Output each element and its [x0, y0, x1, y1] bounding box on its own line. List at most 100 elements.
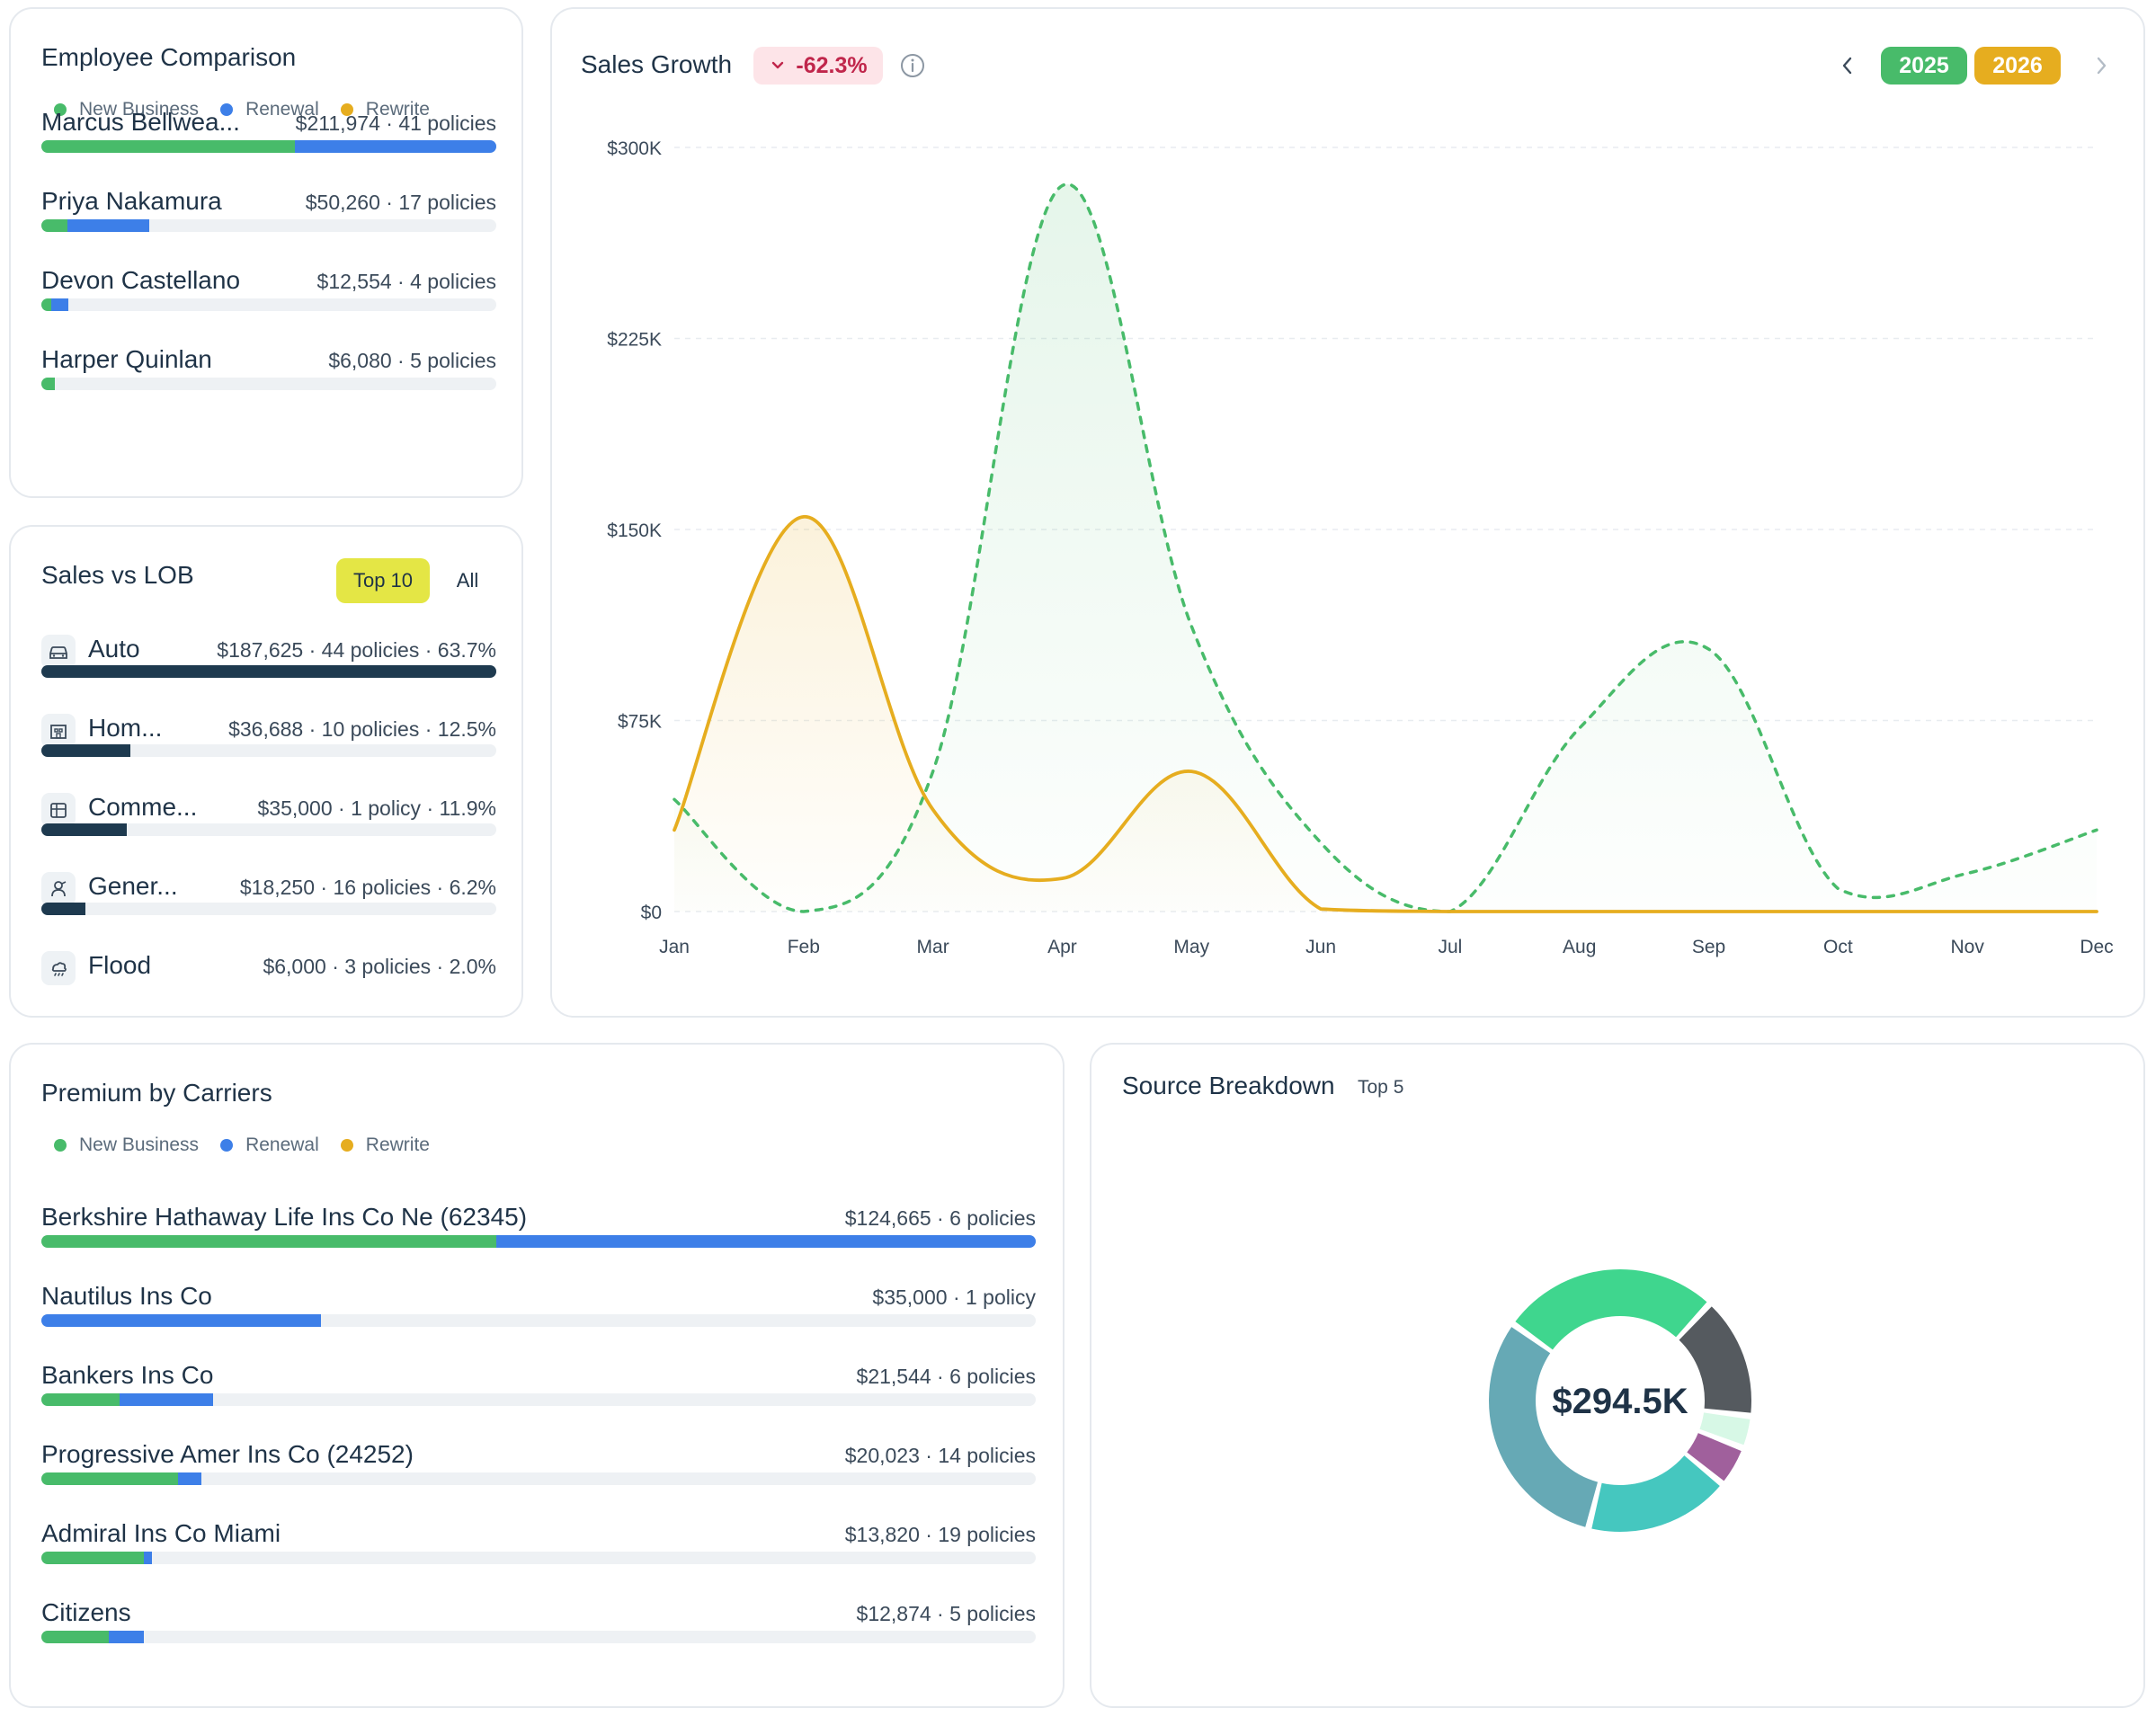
lob-name: Flood: [88, 951, 152, 979]
carrier-value: $21,544 · 6 policies: [856, 1365, 1036, 1388]
carrier-bar-renewal: [41, 1314, 321, 1327]
lob-row[interactable]: Comme... $35,000 · 1 policy · 11.9%: [41, 793, 496, 865]
carrier-row[interactable]: Berkshire Hathaway Life Ins Co Ne (62345…: [41, 1203, 1036, 1275]
carrier-bar-new-business: [41, 1472, 178, 1485]
car-icon: [41, 635, 76, 669]
legend-dot-icon: [54, 103, 67, 116]
employee-bar-track: [41, 140, 496, 153]
carrier-value: $12,874 · 5 policies: [856, 1602, 1036, 1625]
donut-segment[interactable]: [1687, 1433, 1742, 1481]
employee-bar-track: [41, 378, 496, 390]
carrier-name: Admiral Ins Co Miami: [41, 1519, 281, 1547]
carrier-bar-track: [41, 1314, 1036, 1327]
legend-dot-icon: [340, 1139, 353, 1152]
employee-row[interactable]: Devon Castellano $12,554 · 4 policies: [41, 266, 496, 338]
x-tick-label: Oct: [1823, 937, 1853, 957]
employee-bar-renewal: [67, 219, 149, 232]
employee-bar-new-business: [41, 378, 55, 390]
employee-comparison-card: Employee Comparison New Business Renewal…: [9, 7, 523, 498]
carrier-bar-renewal: [144, 1552, 152, 1564]
carrier-bar-new-business: [41, 1552, 145, 1564]
x-tick-label: Mar: [917, 937, 949, 957]
year-2025-button[interactable]: 2025: [1881, 47, 1967, 85]
lob-row[interactable]: Gener... $18,250 · 16 policies · 6.2%: [41, 872, 496, 944]
employee-value: $50,260 · 17 policies: [305, 191, 496, 214]
carrier-bar-renewal: [119, 1393, 214, 1406]
next-year-chevron-icon[interactable]: [2088, 52, 2115, 79]
series-2025-line: [673, 182, 2098, 913]
donut-segment[interactable]: [1699, 1412, 1751, 1446]
x-tick-label: Aug: [1563, 937, 1596, 957]
tab-all[interactable]: All: [456, 569, 479, 592]
carrier-name: Citizens: [41, 1598, 131, 1626]
employee-row[interactable]: Priya Nakamura $50,260 · 17 policies: [41, 187, 496, 259]
y-tick-label: $150K: [607, 520, 662, 541]
x-tick-label: Jan: [659, 937, 690, 957]
y-tick-label: $300K: [607, 138, 662, 159]
lob-bar-fill: [41, 665, 496, 678]
flood-icon: [41, 951, 76, 985]
carrier-bar-track: [41, 1552, 1036, 1564]
general-icon: [41, 872, 76, 906]
carrier-row[interactable]: Progressive Amer Ins Co (24252) $20,023 ·…: [41, 1440, 1036, 1512]
lob-name: Comme...: [88, 793, 198, 821]
lob-value: $6,000 · 3 policies · 2.0%: [263, 955, 496, 978]
carrier-name: Progressive Amer Ins Co (24252): [41, 1440, 414, 1468]
carrier-name: Bankers Ins Co: [41, 1361, 214, 1389]
sales-growth-title: Sales Growth: [581, 50, 733, 78]
employee-bar-track: [41, 219, 496, 232]
carrier-row[interactable]: Admiral Ins Co Miami $13,820 · 19 policie…: [41, 1519, 1036, 1591]
carrier-row[interactable]: Citizens $12,874 · 5 policies: [41, 1598, 1036, 1670]
carrier-value: $13,820 · 19 policies: [844, 1523, 1036, 1546]
donut-segment[interactable]: [1515, 1269, 1707, 1350]
x-tick-label: May: [1173, 937, 1209, 957]
tab-top-10[interactable]: Top 10: [336, 558, 430, 603]
carrier-bar-renewal: [177, 1472, 201, 1485]
carrier-name: Nautilus Ins Co: [41, 1282, 212, 1310]
prev-year-chevron-icon[interactable]: [1834, 52, 1861, 79]
lob-row[interactable]: Hom... $36,688 · 10 policies · 12.5%: [41, 714, 496, 786]
employee-bar-renewal: [50, 298, 68, 311]
growth-badge-value: -62.3%: [796, 52, 868, 78]
lob-row[interactable]: Flood $6,000 · 3 policies · 2.0%: [41, 951, 496, 1023]
source-donut-chart: $294.5K: [1489, 1269, 1751, 1532]
carriers-legend: New Business Renewal Rewrite: [54, 1134, 451, 1156]
home-icon: [41, 714, 76, 748]
employee-row[interactable]: Marcus Bellwea... $211,974 · 41 policies: [41, 108, 496, 180]
employee-value: $12,554 · 4 policies: [316, 270, 496, 293]
donut-segment[interactable]: [1489, 1327, 1599, 1527]
lob-bar-fill: [41, 903, 86, 915]
carrier-bar-renewal: [495, 1235, 1036, 1248]
source-breakdown-subtitle: Top 5: [1358, 1077, 1404, 1098]
series-2026-line: [673, 514, 2098, 913]
x-tick-label: Jun: [1305, 937, 1336, 957]
lob-value: $187,625 · 44 policies · 63.7%: [217, 638, 496, 662]
carrier-bar-track: [41, 1235, 1036, 1248]
donut-segment[interactable]: [1679, 1306, 1751, 1413]
x-tick-label: Nov: [1951, 937, 1985, 957]
legend-rewrite: Rewrite: [340, 99, 430, 120]
lob-value: $35,000 · 1 policy · 11.9%: [257, 796, 496, 820]
x-tick-label: Dec: [2080, 937, 2113, 957]
year-2026-button[interactable]: 2026: [1974, 47, 2061, 85]
employee-value: $6,080 · 5 policies: [328, 349, 496, 372]
growth-badge: -62.3%: [753, 47, 883, 85]
legend-dot-icon: [54, 1139, 67, 1152]
carrier-row[interactable]: Bankers Ins Co $21,544 · 6 policies: [41, 1361, 1036, 1433]
sales-growth-chart: $0 $75K $150K $225K $300K Jan Feb Mar Apr May Jun J…: [607, 138, 2113, 957]
source-breakdown-title: Source Breakdown: [1122, 1072, 1335, 1099]
carrier-bar-new-business: [41, 1631, 109, 1643]
employee-row[interactable]: Harper Quinlan $6,080 · 5 policies: [41, 345, 496, 417]
employee-value: $211,974 · 41 policies: [295, 111, 496, 135]
donut-segment[interactable]: [1591, 1455, 1720, 1532]
lob-name: Hom...: [88, 714, 163, 742]
legend-dot-icon: [340, 103, 353, 116]
lob-row[interactable]: Auto $187,625 · 44 policies · 63.7%: [41, 635, 496, 707]
carrier-row[interactable]: Nautilus Ins Co $35,000 · 1 policy: [41, 1282, 1036, 1354]
x-tick-label: Sep: [1692, 937, 1725, 957]
premium-by-carriers-card: Premium by Carriers New Business Renewal…: [9, 1043, 1065, 1708]
employee-name: Harper Quinlan: [41, 345, 212, 373]
info-icon[interactable]: [899, 52, 926, 79]
y-tick-label: $0: [641, 903, 662, 923]
lob-bar-track: [41, 744, 496, 757]
